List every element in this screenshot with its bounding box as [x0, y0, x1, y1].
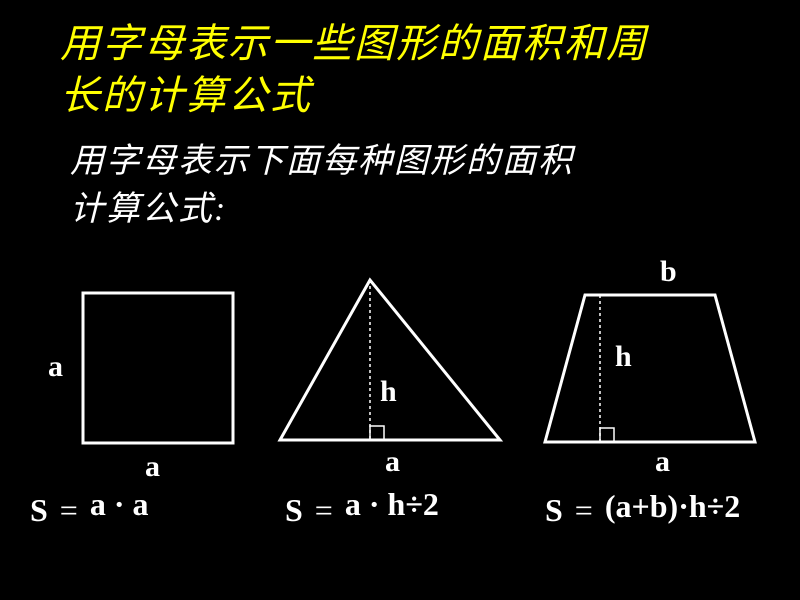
triangle-shape	[270, 270, 510, 450]
trapezoid-container: b h a	[530, 260, 790, 520]
triangle-label-height: h	[380, 375, 397, 409]
subtitle-line2: 计算公式:	[70, 191, 227, 228]
triangle-formula-eq: =	[315, 492, 333, 528]
trapezoid-formula-expr: (a+b)·h÷2	[605, 488, 740, 524]
square-formula: S = a · a	[30, 492, 149, 529]
triangle-formula: S = a · h÷2	[285, 492, 439, 529]
square-label-bottom: a	[145, 450, 160, 484]
trapezoid-formula: S = (a+b)·h÷2	[545, 492, 740, 529]
trapezoid-formula-eq: =	[575, 492, 593, 528]
subtitle-line1: 用字母表示下面每种图形的面积	[70, 143, 574, 180]
trapezoid-label-height: h	[615, 340, 632, 374]
triangle-formula-expr: a · h÷2	[345, 486, 439, 522]
page-subtitle: 用字母表示下面每种图形的面积 计算公式:	[70, 138, 574, 233]
square-container: a a	[30, 260, 280, 520]
trapezoid-shape	[530, 290, 770, 460]
square-formula-expr: a · a	[90, 486, 149, 522]
page-title: 用字母表示一些图形的面积和周 长的计算公式	[60, 18, 648, 122]
triangle-container: h a	[270, 260, 530, 520]
trapezoid-formula-s: S	[545, 492, 563, 528]
trapezoid-label-base: a	[655, 445, 670, 479]
square-shape	[80, 290, 240, 450]
triangle-formula-s: S	[285, 492, 303, 528]
square-formula-eq: =	[60, 492, 78, 528]
shapes-row: a a h a b h a	[0, 260, 800, 490]
square-label-left: a	[48, 350, 63, 384]
trapezoid-label-top: b	[660, 255, 677, 289]
title-line2: 长的计算公式	[60, 73, 312, 118]
triangle-label-base: a	[385, 445, 400, 479]
title-line1: 用字母表示一些图形的面积和周	[60, 21, 648, 66]
square-formula-s: S	[30, 492, 48, 528]
